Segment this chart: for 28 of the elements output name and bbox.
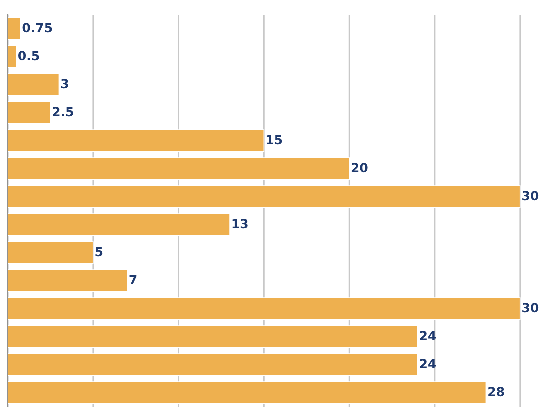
bar — [8, 298, 521, 320]
bar — [8, 186, 521, 208]
data-label: 0.75 — [22, 23, 52, 33]
data-label: 7 — [130, 275, 137, 284]
data-label: 3 — [61, 79, 68, 89]
bar — [8, 382, 487, 404]
bar — [8, 270, 128, 292]
data-label: 30 — [522, 303, 539, 313]
data-label: 28 — [488, 387, 504, 397]
bar — [8, 242, 94, 264]
bar — [8, 102, 52, 124]
data-label: 5 — [96, 247, 103, 257]
bar — [8, 214, 230, 236]
bar — [8, 158, 350, 180]
bar — [8, 354, 418, 376]
data-label: 24 — [420, 331, 436, 340]
data-label: 20 — [352, 163, 368, 173]
data-label: 2.5 — [53, 107, 74, 117]
bar — [8, 130, 265, 152]
data-label: 15 — [266, 135, 282, 145]
data-label: 13 — [232, 219, 248, 229]
bar — [8, 74, 60, 96]
bar — [8, 18, 22, 40]
bar — [8, 46, 17, 68]
data-label: 30 — [522, 191, 539, 201]
bar — [8, 326, 418, 348]
data-label: 0.5 — [18, 51, 40, 61]
data-label: 24 — [420, 359, 436, 368]
